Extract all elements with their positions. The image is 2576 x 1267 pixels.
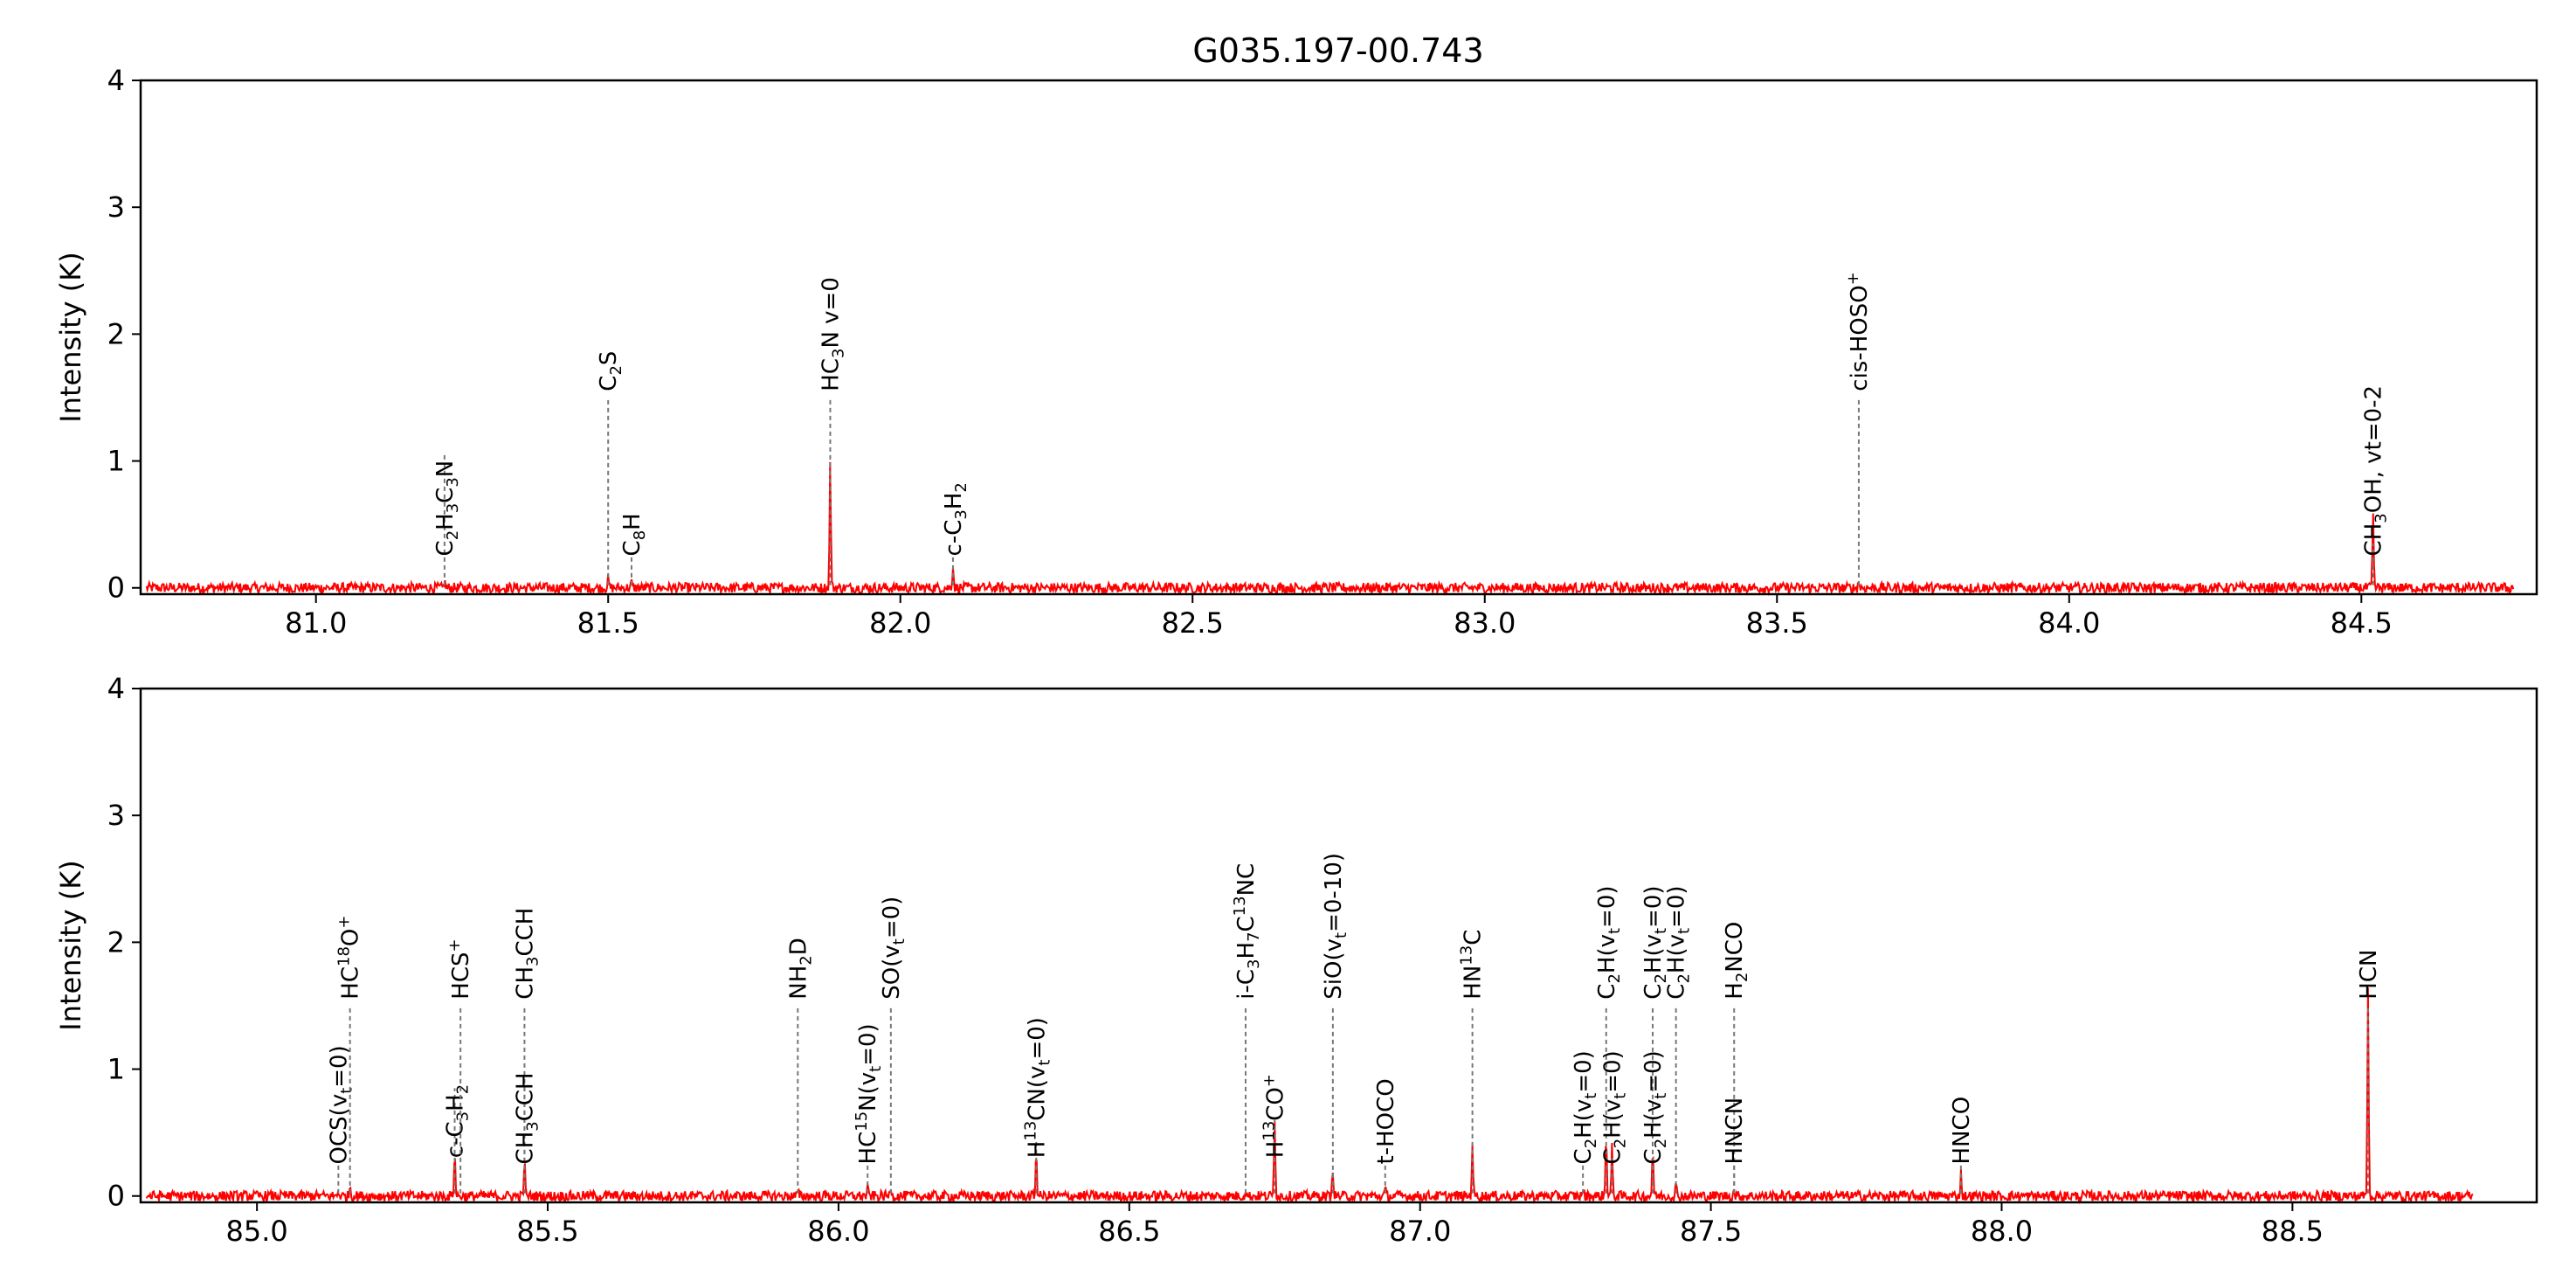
x-tick-label: 88.0	[1971, 1215, 2033, 1248]
line-label: NH2D	[785, 938, 815, 999]
y-axis-label: Intensity (K)	[54, 252, 87, 422]
y-tick-label: 1	[107, 1053, 125, 1086]
line-label: C2H3C3N	[432, 460, 462, 557]
x-tick-label: 87.0	[1389, 1215, 1451, 1248]
x-tick-label: 81.0	[285, 606, 347, 640]
line-label: CH3CCH	[512, 908, 542, 1000]
y-tick-label: 1	[107, 445, 125, 478]
line-label: C8H	[619, 513, 649, 556]
y-tick-label: 3	[107, 190, 125, 224]
spectrum-trace	[145, 987, 2474, 1205]
line-label: SiO(vt=0-10)	[1321, 853, 1350, 1000]
y-tick-label: 2	[107, 925, 125, 959]
line-label: HC18O+	[335, 916, 364, 1000]
x-tick-label: 84.5	[2331, 606, 2393, 640]
line-label: HN13C	[1458, 930, 1487, 1000]
line-label: H13CN(vt=0)	[1021, 1017, 1053, 1158]
plot-frame	[139, 687, 2538, 1204]
line-label: c-C3H2	[443, 1084, 473, 1158]
line-label: C2H(vt=0)	[1640, 885, 1670, 999]
line-label: cis-HOSO+	[1844, 272, 1873, 391]
line-label: C2H(vt=0)	[1640, 1050, 1670, 1164]
line-label: SO(vt=0)	[879, 897, 908, 1000]
line-label: t-HOCO	[1373, 1078, 1399, 1164]
spectrum-trace	[145, 461, 2515, 597]
line-label: HNCO	[1949, 1097, 1975, 1165]
x-tick-label: 83.5	[1746, 606, 1808, 640]
y-tick-label: 2	[107, 317, 125, 350]
y-tick-label: 0	[107, 571, 125, 605]
line-label: HC15N(vt=0)	[853, 1023, 885, 1164]
y-tick-label: 3	[107, 799, 125, 832]
line-label: CH3OH, vt=0-2	[2361, 385, 2391, 557]
x-tick-label: 87.5	[1680, 1215, 1742, 1248]
x-tick-label: 82.5	[1162, 606, 1224, 640]
x-tick-label: 83.0	[1454, 606, 1516, 640]
line-label: C2H(vt=0)	[1664, 885, 1694, 999]
line-label: c-C3H2	[941, 482, 970, 556]
x-tick-label: 85.5	[516, 1215, 578, 1248]
line-label: HC3N v=0	[818, 277, 847, 391]
x-tick-label: 86.0	[807, 1215, 869, 1248]
line-label: OCS(vt=0)	[326, 1045, 356, 1164]
line-label: C2H(vt=0)	[1594, 885, 1624, 999]
line-label: HCN	[2356, 950, 2382, 1000]
line-label: C2H(vt=0)	[1599, 1050, 1629, 1164]
line-label: CH3CCH	[512, 1072, 542, 1164]
chart-title: G035.197-00.743	[1192, 31, 1483, 70]
line-label: C2S	[596, 351, 625, 391]
x-tick-label: 85.0	[226, 1215, 288, 1248]
x-tick-label: 81.5	[577, 606, 639, 640]
y-tick-label: 4	[107, 672, 125, 705]
line-label: H2NCO	[1722, 922, 1751, 1000]
line-label: C2H(vt=0)	[1571, 1050, 1600, 1164]
plot-frame	[139, 79, 2538, 596]
y-tick-label: 0	[107, 1180, 125, 1213]
x-tick-label: 88.5	[2262, 1215, 2324, 1248]
line-label: HCS+	[445, 938, 474, 999]
spectrum-panel-2: OCS(vt=0) HC18O+ c-C3H2 HCS+ CH3CCH CH3CCH NH2…	[54, 672, 2538, 1248]
line-label: HNCN	[1722, 1097, 1748, 1165]
y-tick-label: 4	[107, 64, 125, 97]
x-tick-label: 86.5	[1098, 1215, 1160, 1248]
line-label: i-C3H7C13NC	[1231, 863, 1263, 1000]
y-axis-label: Intensity (K)	[54, 860, 87, 1030]
line-label: H13CO+	[1260, 1074, 1288, 1158]
spectrum-panel-1: C2H3C3N C2S C8H HC3N v=0 c-C3H2 cis-HOSO+ CH3O…	[54, 64, 2538, 640]
x-tick-label: 84.0	[2038, 606, 2100, 640]
x-tick-label: 82.0	[869, 606, 931, 640]
